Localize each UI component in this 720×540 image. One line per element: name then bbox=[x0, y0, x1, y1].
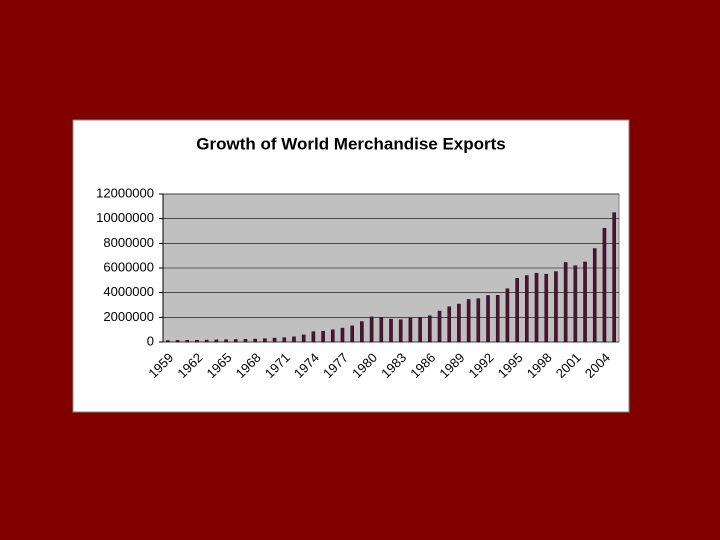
bar bbox=[573, 265, 578, 343]
bar bbox=[389, 318, 393, 343]
bar bbox=[515, 278, 519, 343]
bar bbox=[233, 339, 238, 343]
bar bbox=[185, 340, 190, 343]
bar bbox=[224, 339, 228, 343]
bar bbox=[340, 327, 345, 343]
bar bbox=[369, 316, 374, 343]
bar bbox=[204, 339, 209, 343]
bar bbox=[311, 331, 316, 343]
bar bbox=[195, 339, 199, 343]
bar bbox=[272, 337, 277, 343]
bar bbox=[263, 338, 267, 343]
y-tick-label: 4000000 bbox=[103, 284, 154, 299]
bar bbox=[214, 339, 219, 343]
bar bbox=[428, 315, 432, 343]
bar bbox=[602, 228, 607, 343]
bar bbox=[612, 212, 616, 343]
bar bbox=[505, 288, 510, 343]
bar bbox=[379, 317, 384, 343]
bar bbox=[476, 298, 481, 343]
bar bbox=[457, 303, 461, 343]
y-tick-label: 8000000 bbox=[103, 235, 154, 250]
y-tick-label: 2000000 bbox=[103, 309, 154, 324]
y-tick-label: 6000000 bbox=[103, 259, 154, 274]
bar bbox=[321, 330, 325, 343]
bar bbox=[301, 334, 306, 343]
bar bbox=[466, 299, 471, 343]
bar bbox=[253, 338, 257, 343]
bar bbox=[175, 340, 180, 343]
bar bbox=[292, 336, 296, 343]
bar bbox=[534, 272, 539, 343]
bar bbox=[525, 275, 529, 343]
bar bbox=[486, 295, 490, 343]
y-tick-label: 12000000 bbox=[96, 185, 154, 200]
chart-title: Growth of World Merchandise Exports bbox=[196, 134, 506, 153]
bar bbox=[544, 273, 549, 343]
bar bbox=[495, 295, 500, 343]
bar bbox=[554, 271, 558, 343]
bar bbox=[592, 248, 597, 343]
y-tick-label: 10000000 bbox=[96, 210, 154, 225]
bar bbox=[360, 321, 364, 343]
bar bbox=[350, 325, 354, 343]
bar bbox=[583, 261, 587, 343]
bar bbox=[166, 340, 170, 343]
bar bbox=[330, 329, 335, 343]
bar bbox=[243, 339, 248, 343]
bar bbox=[282, 337, 287, 343]
bar bbox=[408, 317, 413, 343]
bar bbox=[418, 317, 422, 343]
bar bbox=[437, 310, 442, 343]
bar bbox=[563, 262, 568, 343]
bar bbox=[447, 306, 452, 343]
y-tick-label: 0 bbox=[147, 333, 154, 348]
bar bbox=[398, 319, 403, 343]
